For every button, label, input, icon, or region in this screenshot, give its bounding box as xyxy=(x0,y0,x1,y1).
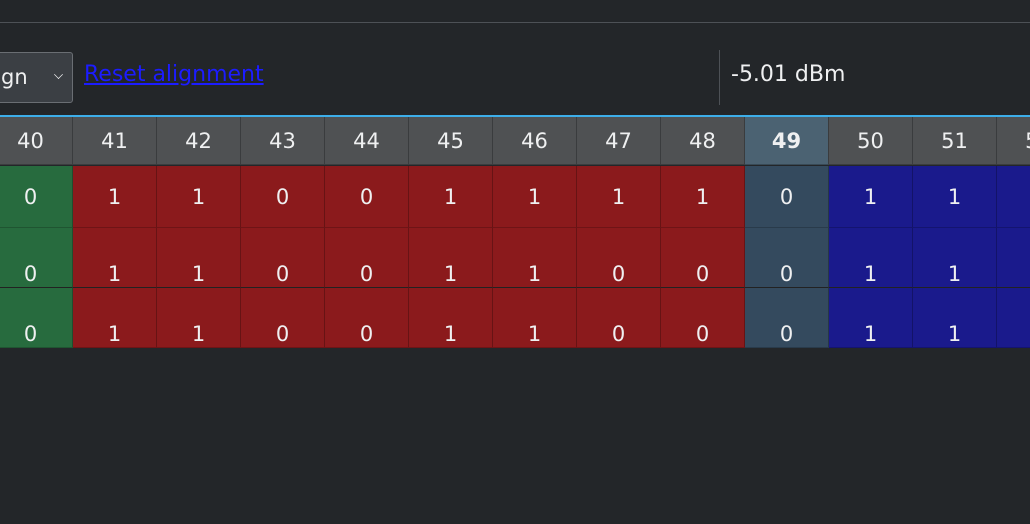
bit-cell[interactable]: 1 xyxy=(409,166,493,228)
column-header[interactable]: 44 xyxy=(325,117,409,165)
bit-table: 40 0 0 0 41 1 1 1 42 1 1 1 43 0 0 0 44 0 0 0 45 1 1 1 46 1 1 1 47 1 0 0… xyxy=(0,117,1030,348)
bit-cell[interactable]: 1 xyxy=(829,166,913,228)
bit-cell[interactable]: 0 xyxy=(325,166,409,228)
column-header[interactable]: 50 xyxy=(829,117,913,165)
bit-cell[interactable]: 1 xyxy=(409,288,493,348)
reset-link[interactable]: Reset alignment xyxy=(84,62,264,87)
column-header[interactable]: 45 xyxy=(409,117,493,165)
bit-cell[interactable]: 0 xyxy=(0,288,73,348)
bit-cell[interactable]: 1 xyxy=(829,288,913,348)
bit-cell[interactable]: 1 xyxy=(577,166,661,228)
bit-cell[interactable]: 0 xyxy=(241,228,325,288)
column-header[interactable]: 43 xyxy=(241,117,325,165)
column-header[interactable]: 47 xyxy=(577,117,661,165)
bit-cell[interactable]: 0 xyxy=(325,228,409,288)
bit-cell[interactable]: 0 xyxy=(241,166,325,228)
bit-cell[interactable]: 1 xyxy=(493,288,577,348)
power-label: -5.01 dBm xyxy=(731,62,846,87)
bit-cell[interactable] xyxy=(997,228,1030,288)
column-header[interactable]: 52 xyxy=(997,117,1030,165)
bit-cell[interactable]: 1 xyxy=(73,166,157,228)
bit-cell[interactable]: 1 xyxy=(409,228,493,288)
bit-cell[interactable]: 0 xyxy=(745,228,829,288)
focus-line xyxy=(0,115,1030,117)
bit-cell[interactable]: 1 xyxy=(73,288,157,348)
bit-cell[interactable] xyxy=(997,166,1030,228)
bit-cell[interactable]: 1 xyxy=(157,228,241,288)
bit-cell[interactable]: 0 xyxy=(0,228,73,288)
bit-cell[interactable]: 0 xyxy=(745,288,829,348)
bit-cell[interactable]: 0 xyxy=(0,166,73,228)
column-header[interactable]: 49 xyxy=(745,117,829,165)
bit-cell[interactable]: 0 xyxy=(325,288,409,348)
column-header[interactable]: 46 xyxy=(493,117,577,165)
bit-cell[interactable]: 0 xyxy=(661,288,745,348)
bit-cell[interactable]: 1 xyxy=(493,166,577,228)
bit-cell[interactable] xyxy=(997,288,1030,348)
bit-cell[interactable]: 1 xyxy=(157,288,241,348)
bit-cell[interactable]: 0 xyxy=(577,288,661,348)
combo-box[interactable]: gn xyxy=(0,52,73,103)
bit-cell[interactable]: 1 xyxy=(661,166,745,228)
bit-cell[interactable]: 1 xyxy=(157,166,241,228)
bit-cell[interactable]: 0 xyxy=(577,228,661,288)
divider xyxy=(0,22,1030,23)
bit-cell[interactable]: 0 xyxy=(661,228,745,288)
column-header[interactable]: 40 xyxy=(0,117,73,165)
column-header[interactable]: 41 xyxy=(73,117,157,165)
bit-cell[interactable]: 1 xyxy=(829,228,913,288)
bit-cell[interactable]: 1 xyxy=(913,166,997,228)
bit-cell[interactable]: 0 xyxy=(241,288,325,348)
bit-cell[interactable]: 1 xyxy=(913,228,997,288)
separator xyxy=(719,50,720,105)
bit-cell[interactable]: 1 xyxy=(493,228,577,288)
column-header[interactable]: 48 xyxy=(661,117,745,165)
bit-cell[interactable]: 1 xyxy=(913,288,997,348)
column-header[interactable]: 42 xyxy=(157,117,241,165)
bit-cell[interactable]: 0 xyxy=(745,166,829,228)
bit-cell[interactable]: 1 xyxy=(73,228,157,288)
column-header[interactable]: 51 xyxy=(913,117,997,165)
